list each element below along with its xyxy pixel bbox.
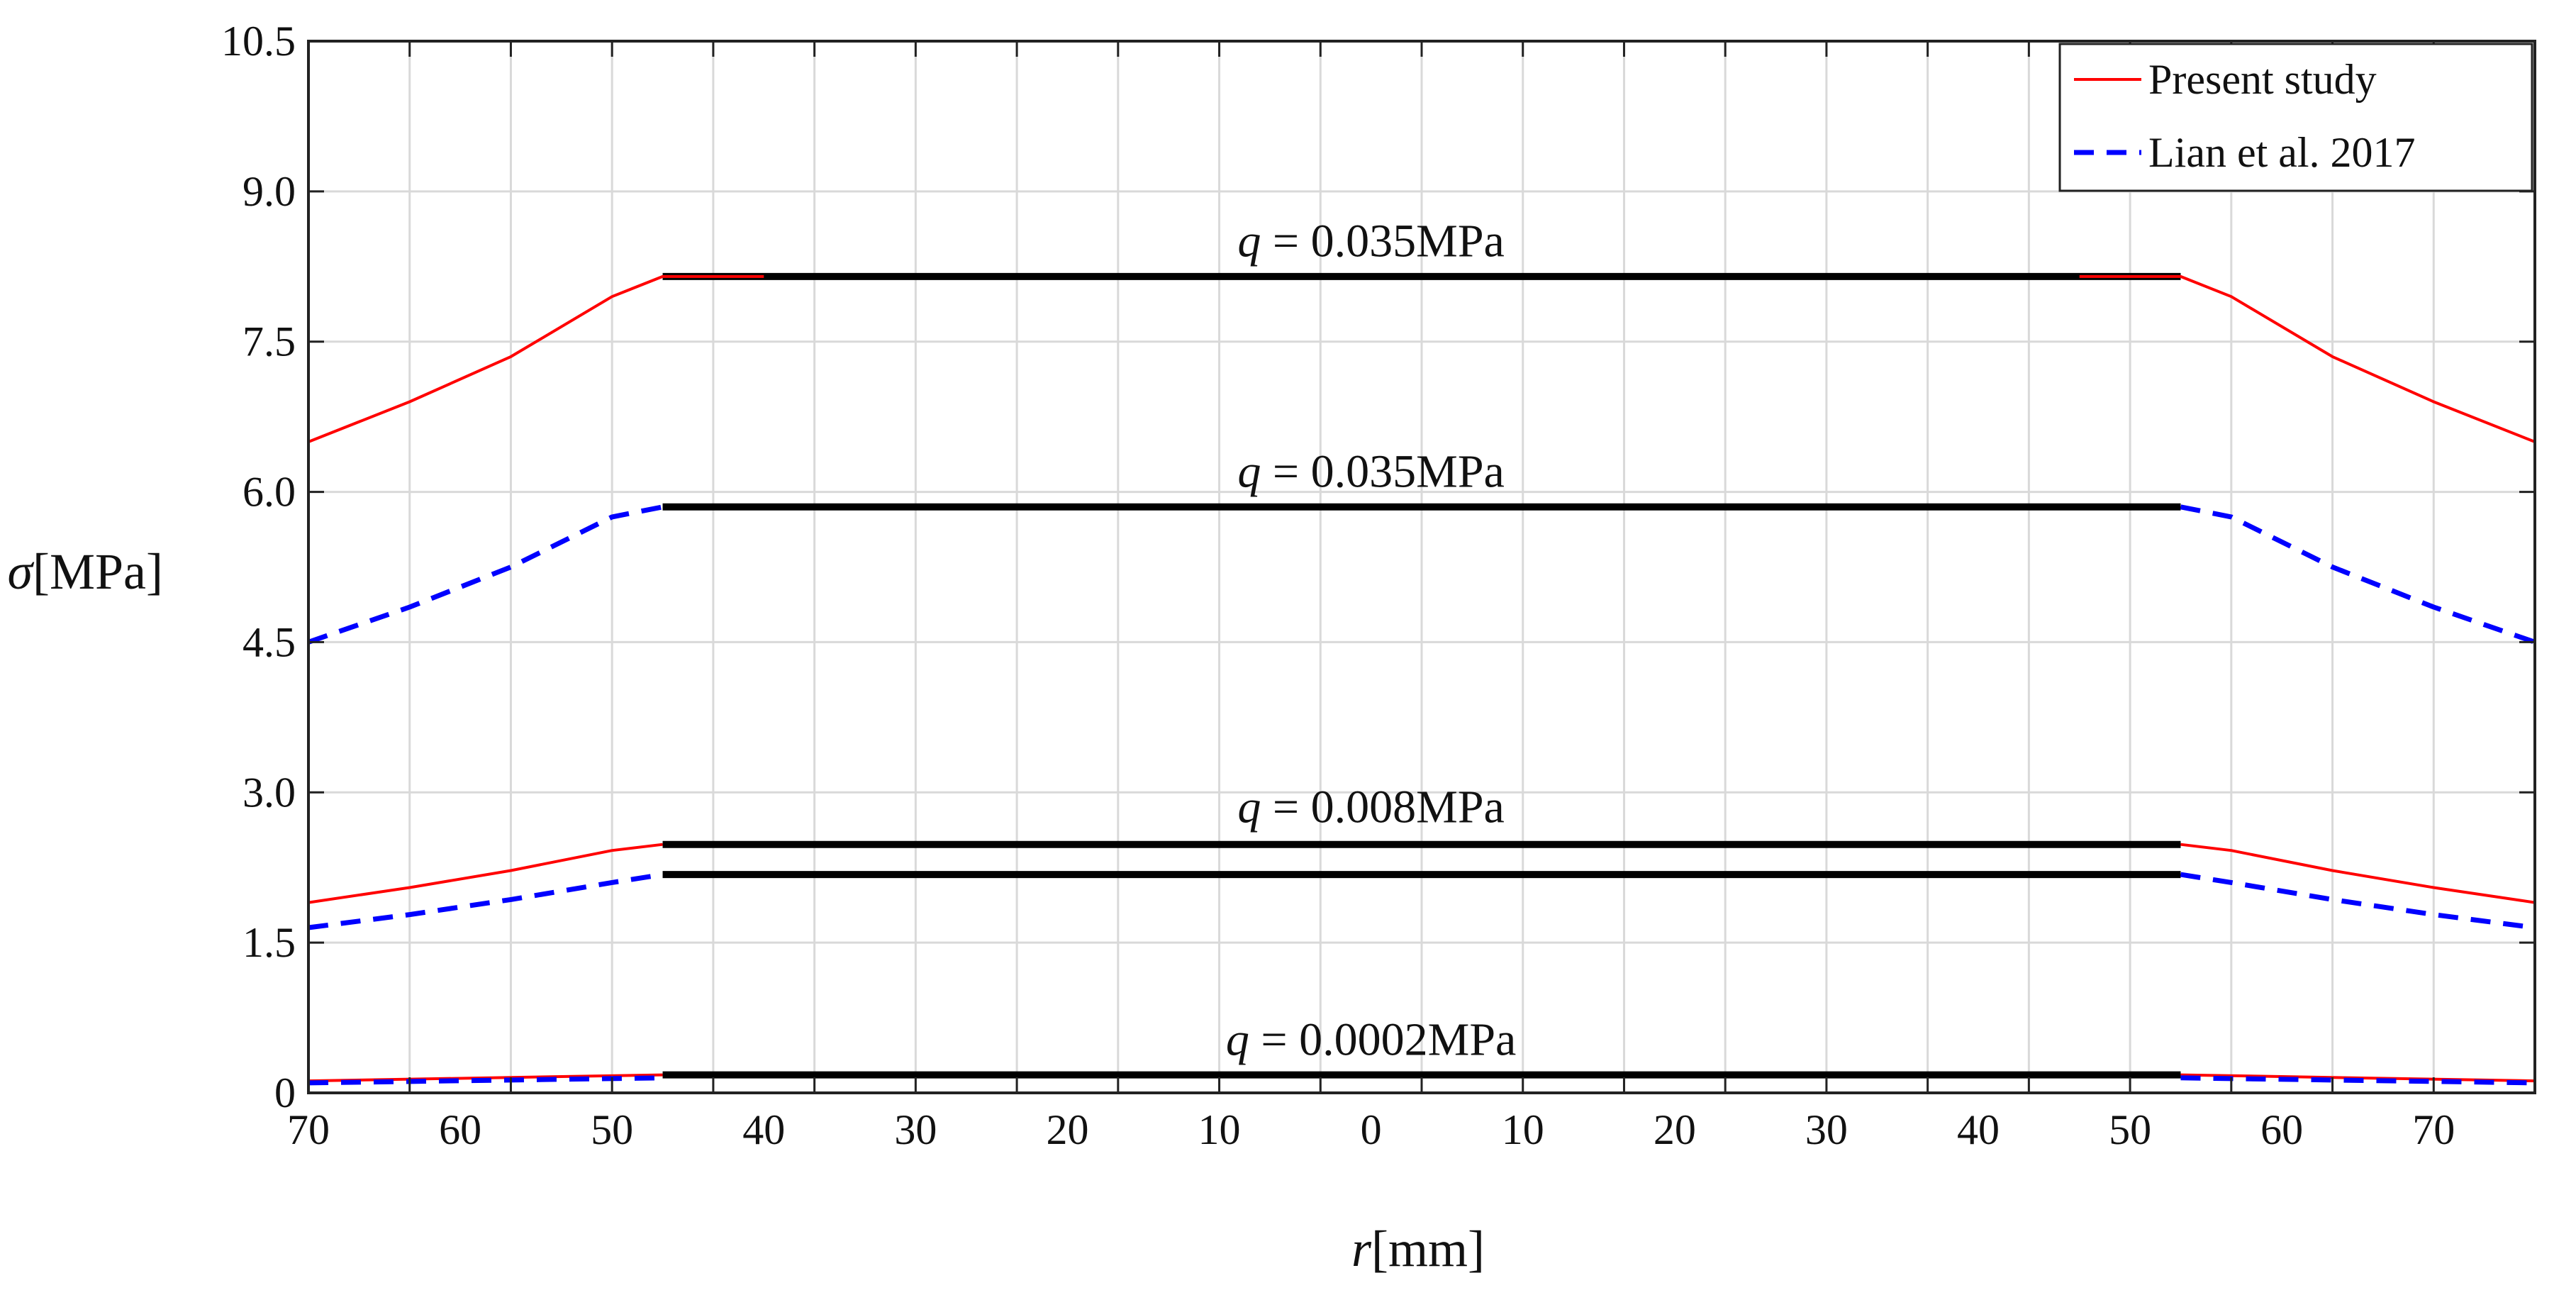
load-annotation: q = 0.035MPa: [1237, 446, 1504, 498]
y-tick-label: 3.0: [242, 769, 296, 816]
x-tick-label: 10: [1502, 1106, 1544, 1153]
load-value: = 0.035MPa: [1261, 216, 1504, 267]
present-study-series-line: [308, 274, 764, 443]
y-tick-label: 4.5: [242, 618, 296, 665]
lian-2017-series-line: [307, 504, 664, 645]
y-tick-label: 7.5: [242, 318, 296, 365]
load-annotation: q = 0.0002MPa: [1226, 1013, 1516, 1065]
y-tick-label: 9.0: [242, 168, 296, 215]
x-tick-label: 60: [2260, 1106, 2303, 1153]
legend-label-present-study: Present study: [2148, 56, 2377, 103]
lian-2017-series-line: [308, 872, 664, 930]
legend: Present study Lian et al. 2017: [2058, 43, 2533, 192]
plateau-lines: [662, 272, 2181, 1079]
y-axis-unit: [MPa]: [33, 543, 163, 600]
legend-box: [2058, 43, 2533, 192]
x-tick-label: 70: [287, 1106, 330, 1153]
grid: [308, 41, 2535, 1093]
load-symbol: q: [1237, 446, 1261, 498]
ticks: 0 1.5 3.0 4.5 6.0 7.5 9.0 10.5 70 60 50 40 30 20 10 0 10…: [221, 18, 2536, 1153]
present-study-series-line: [2180, 843, 2536, 904]
x-tick-label: 30: [894, 1106, 937, 1153]
load-symbol: q: [1237, 216, 1261, 267]
legend-label-lian-2017: Lian et al. 2017: [2148, 129, 2416, 176]
lian-2017-series-line: [2180, 1075, 2536, 1086]
x-tick-label: 40: [742, 1106, 785, 1153]
x-tick-label: 60: [439, 1106, 481, 1153]
y-axis-symbol: σ: [8, 543, 35, 600]
load-value: = 0.035MPa: [1261, 446, 1504, 498]
x-tick-label: 0: [1361, 1106, 1382, 1153]
x-tick-label: 20: [1654, 1106, 1696, 1153]
x-tick-label: 30: [1805, 1106, 1848, 1153]
lian-2017-series-line: [2180, 872, 2536, 930]
x-tick-label: 40: [1957, 1106, 2000, 1153]
x-tick-label: 50: [591, 1106, 633, 1153]
y-axis-title: σ[MPa]: [8, 543, 164, 600]
x-tick-label: 70: [2412, 1106, 2455, 1153]
present-study-series-line: [308, 843, 663, 904]
load-value: = 0.0002MPa: [1249, 1013, 1516, 1065]
lian-2017-series-line: [308, 1075, 663, 1086]
x-tick-label: 20: [1046, 1106, 1088, 1153]
load-annotation: q = 0.035MPa: [1237, 216, 1504, 267]
load-value: = 0.008MPa: [1261, 782, 1504, 833]
load-annotation: q = 0.008MPa: [1237, 782, 1504, 833]
x-tick-label: 50: [2109, 1106, 2151, 1153]
series-lines: [307, 274, 2536, 1086]
load-symbol: q: [1226, 1013, 1249, 1065]
present-study-series-line: [2079, 274, 2536, 443]
load-symbol: q: [1237, 782, 1261, 833]
x-axis-symbol: r: [1351, 1221, 1372, 1277]
lian-2017-series-line: [2180, 504, 2536, 645]
x-axis-title: r[mm]: [1351, 1221, 1485, 1277]
y-tick-label: 0: [274, 1069, 296, 1116]
x-axis-unit: [mm]: [1371, 1221, 1485, 1277]
y-tick-label: 10.5: [221, 18, 296, 65]
x-tick-label: 10: [1198, 1106, 1241, 1153]
y-tick-label: 1.5: [242, 919, 296, 966]
y-tick-label: 6.0: [242, 469, 296, 516]
